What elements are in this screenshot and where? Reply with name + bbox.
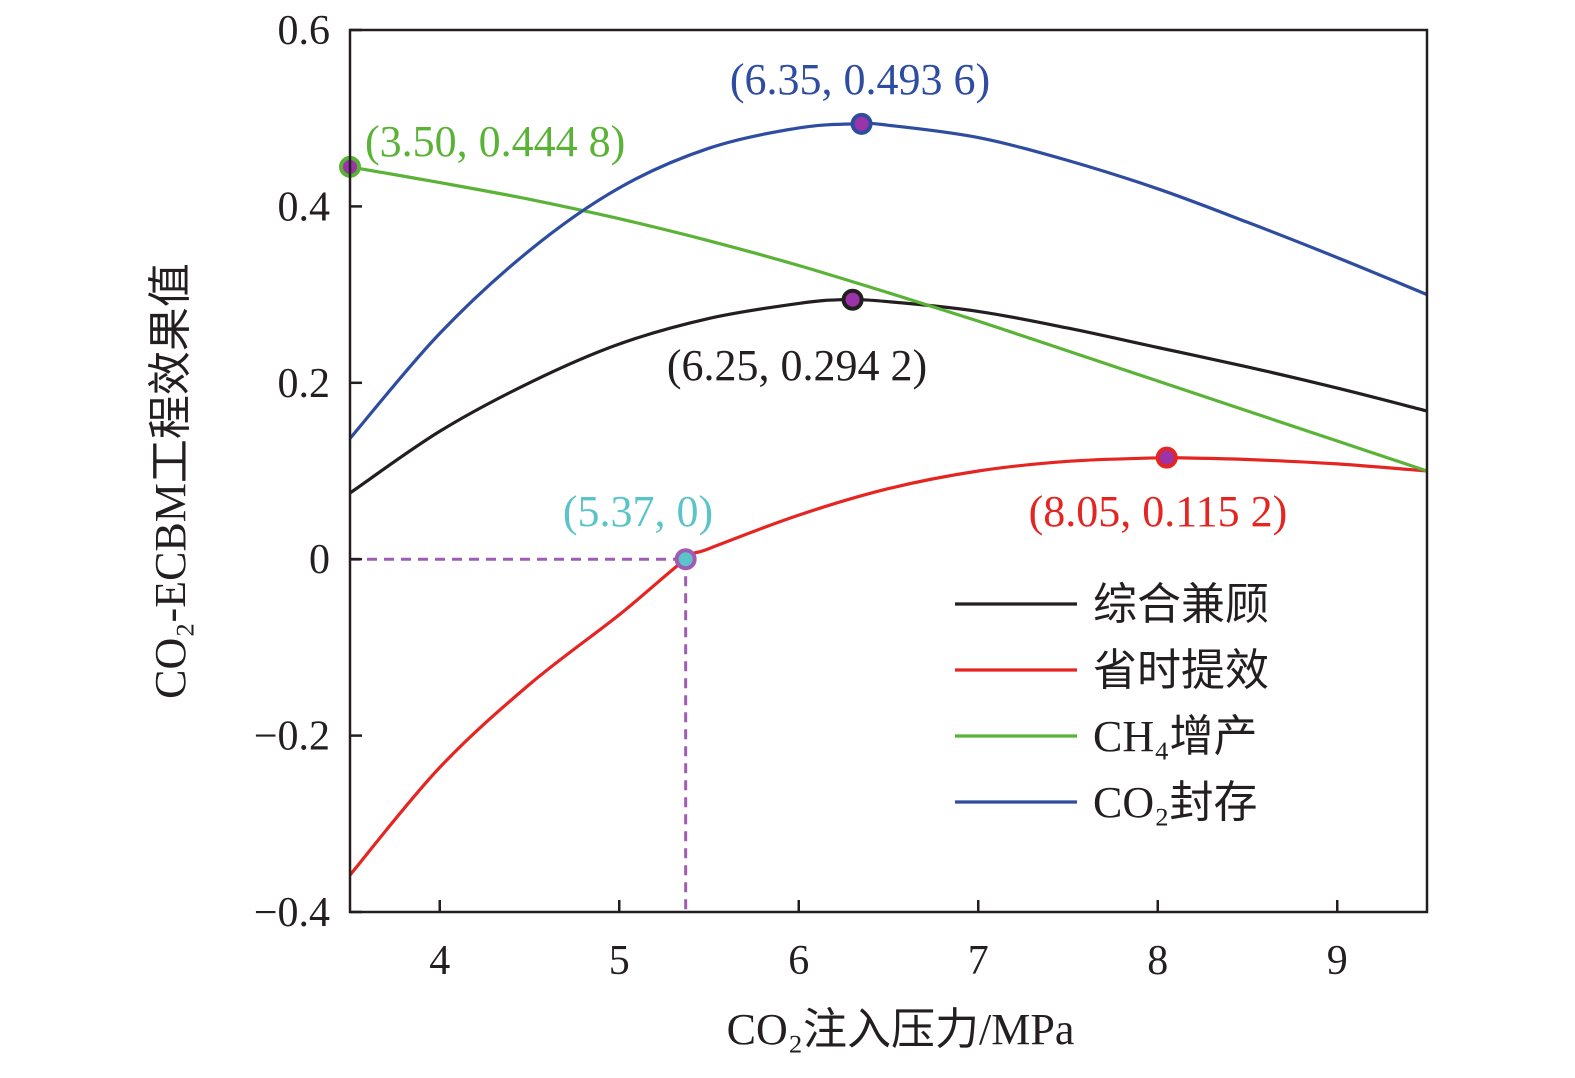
annotation-label-4: (8.05, 0.115 2)	[1029, 487, 1288, 536]
x-axis-ticks: 4 5 6 7 8 9	[429, 900, 1348, 984]
y-tick-label: −0.4	[254, 890, 330, 936]
point-marker-4	[1155, 446, 1178, 469]
x-tick-label: 5	[609, 938, 630, 984]
x-axis-label: CO₂注入压力/MPa	[727, 1005, 1075, 1054]
legend-label-0: 综合兼顾	[1093, 580, 1269, 629]
x-tick-label: 9	[1327, 938, 1348, 984]
y-tick-label: 0.2	[278, 361, 331, 407]
annotations: (3.50, 0.444 8) (6.35, 0.493 6) (6.25, 0.2…	[365, 55, 1287, 536]
x-tick-label: 8	[1147, 938, 1168, 984]
annotation-label-2: (6.25, 0.294 2)	[667, 341, 927, 390]
point-marker-2	[841, 288, 864, 311]
series-line-0	[349, 298, 1428, 495]
x-tick-label: 7	[968, 938, 989, 984]
y-tick-label: 0	[309, 537, 330, 583]
x-tick-label: 4	[429, 938, 450, 984]
point-marker-1	[850, 112, 873, 135]
series-line-1	[348, 455, 1428, 877]
annotation-label-0: (3.50, 0.444 8)	[365, 117, 625, 166]
x-tick-label: 6	[788, 938, 809, 984]
y-tick-label: −0.2	[254, 714, 330, 760]
y-tick-label: 0.4	[278, 184, 331, 230]
point-marker-3	[674, 548, 697, 571]
legend-label-2: CH₄增产	[1093, 712, 1257, 761]
series-line-2	[349, 165, 1428, 473]
y-axis-ticks: −0.4 −0.2 0 0.2 0.4 0.6	[254, 8, 362, 936]
guide-lines	[350, 557, 688, 912]
annotation-label-1: (6.35, 0.493 6)	[730, 55, 990, 104]
legend-label-1: 省时提效	[1093, 646, 1269, 695]
annotation-label-3: (5.37, 0)	[563, 487, 713, 536]
y-tick-label: 0.6	[278, 8, 331, 54]
legend-label-3: CO₂封存	[1093, 778, 1257, 827]
y-axis-label: CO₂-ECBM工程效果值	[146, 263, 195, 699]
markers-layer	[339, 112, 1178, 571]
plot-frame	[348, 28, 1429, 914]
